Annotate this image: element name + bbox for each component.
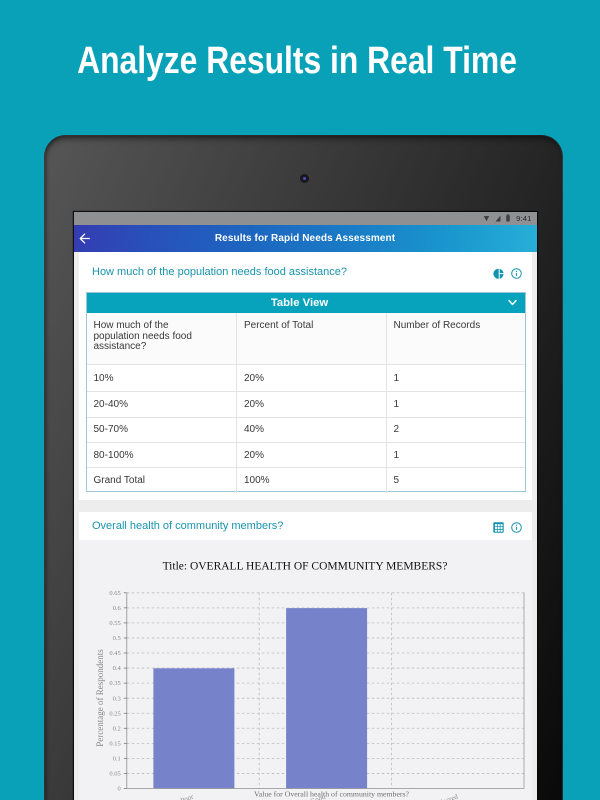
svg-text:Percentage of Respondents: Percentage of Respondents xyxy=(94,649,104,747)
svg-text:0.35: 0.35 xyxy=(109,680,120,687)
svg-text:Title: OVERALL HEALTH OF COMMU: Title: OVERALL HEALTH OF COMMUNITY MEMBE… xyxy=(162,561,447,573)
svg-text:0.15: 0.15 xyxy=(109,740,120,747)
svg-text:0.4: 0.4 xyxy=(112,665,121,672)
svg-text:0.05: 0.05 xyxy=(109,771,120,778)
svg-text:0.45: 0.45 xyxy=(109,650,120,657)
svg-text:Sacred: Sacred xyxy=(438,792,459,800)
svg-text:0.25: 0.25 xyxy=(109,710,120,717)
svg-text:Value for Overall health of co: Value for Overall health of community me… xyxy=(253,790,409,799)
svg-text:0.6: 0.6 xyxy=(112,605,121,612)
svg-text:0.2: 0.2 xyxy=(112,725,120,732)
svg-text:0.65: 0.65 xyxy=(109,590,120,597)
svg-text:0.1: 0.1 xyxy=(112,755,120,762)
svg-text:Poor: Poor xyxy=(179,792,195,800)
svg-text:0.3: 0.3 xyxy=(112,695,120,702)
svg-text:Good: Good xyxy=(309,792,327,800)
svg-text:0.5: 0.5 xyxy=(112,635,120,642)
svg-text:0: 0 xyxy=(117,786,120,793)
svg-text:0.55: 0.55 xyxy=(109,620,120,627)
